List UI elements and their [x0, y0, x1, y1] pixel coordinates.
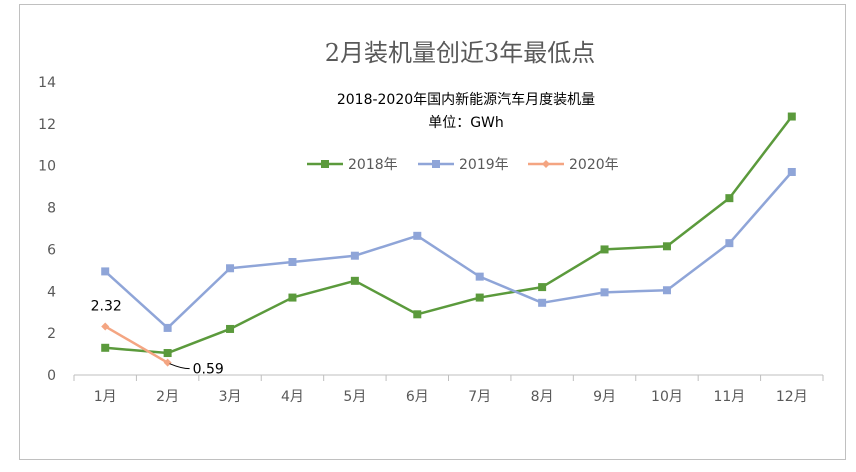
- data-point: [350, 276, 359, 285]
- y-tick-label: 10: [38, 159, 56, 175]
- x-tick-label: 2月: [156, 389, 179, 405]
- axes: 0 2 4 6 8 10 12 14 1月 2月 3月 4月 5月 6月 7月 8月 9月 10月 11月 12月: [38, 75, 824, 405]
- data-point: [725, 194, 734, 203]
- chart-subtitle-line-1: 2018-2020年国内新能源汽车月度装机量: [337, 91, 595, 108]
- line-chart: 2月装机量创近3年最低点 2018-2020年国内新能源汽车月度装机量 单位：G…: [38, 39, 824, 405]
- x-tick-label: 11月: [713, 389, 745, 405]
- x-tick-label: 9月: [593, 389, 616, 405]
- series-2018年: [101, 112, 796, 358]
- x-tick-label: 3月: [219, 389, 242, 405]
- legend-label: 2018年: [348, 157, 398, 173]
- data-point: [600, 245, 609, 254]
- chart-frame: 2月装机量创近3年最低点 2018-2020年国内新能源汽车月度装机量 单位：G…: [19, 4, 846, 460]
- data-point: [725, 239, 734, 248]
- data-label-leader: [169, 363, 190, 370]
- data-point: [787, 112, 796, 121]
- y-tick-label: 2: [47, 326, 56, 342]
- data-point: [787, 167, 796, 176]
- data-point: [475, 293, 484, 302]
- data-point: [600, 288, 609, 297]
- x-tick-label: 12月: [776, 389, 808, 405]
- y-tick-label: 0: [47, 368, 56, 384]
- x-tick-label: 1月: [94, 389, 117, 405]
- data-point: [538, 298, 547, 307]
- chart-subtitle-line-2: 单位：GWh: [428, 115, 504, 131]
- x-tick-label: 10月: [651, 389, 683, 405]
- legend-label: 2019年: [459, 157, 509, 173]
- data-point: [101, 343, 110, 352]
- data-point: [226, 264, 235, 273]
- legend-marker: [542, 160, 550, 168]
- data-point: [101, 267, 110, 276]
- data-point: [538, 283, 547, 292]
- legend-item: 2019年: [418, 157, 509, 173]
- data-point: [413, 231, 422, 240]
- data-point: [288, 293, 297, 302]
- series-line: [105, 115, 793, 355]
- y-tick-label: 4: [47, 284, 56, 300]
- data-point: [163, 358, 172, 367]
- y-tick-label: 8: [47, 201, 56, 217]
- data-point: [413, 310, 422, 319]
- x-tick-label: 4月: [281, 389, 304, 405]
- data-point: [662, 286, 671, 295]
- series-2019年: [101, 167, 796, 332]
- series-layer: [101, 112, 796, 367]
- data-labels: 2.32 0.59: [91, 298, 224, 377]
- legend-item: 2018年: [307, 157, 398, 173]
- series-line: [104, 325, 169, 364]
- data-point: [163, 323, 172, 332]
- series-2020年: [101, 322, 172, 367]
- y-tick-label: 14: [38, 75, 56, 91]
- series-line: [104, 171, 793, 330]
- chart-title: 2月装机量创近3年最低点: [325, 39, 596, 67]
- data-point: [475, 272, 484, 281]
- x-tick-label: 5月: [343, 389, 366, 405]
- data-label: 0.59: [193, 362, 224, 378]
- x-tick-label: 6月: [406, 389, 429, 405]
- data-point: [101, 322, 110, 331]
- y-tick-label: 12: [38, 117, 56, 133]
- legend-item: 2020年: [528, 157, 619, 173]
- data-point: [662, 242, 671, 251]
- data-point: [163, 349, 172, 358]
- legend-label: 2020年: [569, 157, 619, 173]
- data-label: 2.32: [91, 298, 122, 314]
- legend: 2018年 2019年 2020年: [307, 157, 619, 173]
- data-point: [350, 251, 359, 260]
- x-tick-label: 8月: [531, 389, 554, 405]
- legend-marker: [321, 160, 329, 168]
- y-tick-label: 6: [47, 242, 56, 258]
- legend-marker: [432, 160, 440, 168]
- x-tick-label: 7月: [468, 389, 491, 405]
- data-point: [226, 324, 235, 333]
- data-point: [288, 257, 297, 266]
